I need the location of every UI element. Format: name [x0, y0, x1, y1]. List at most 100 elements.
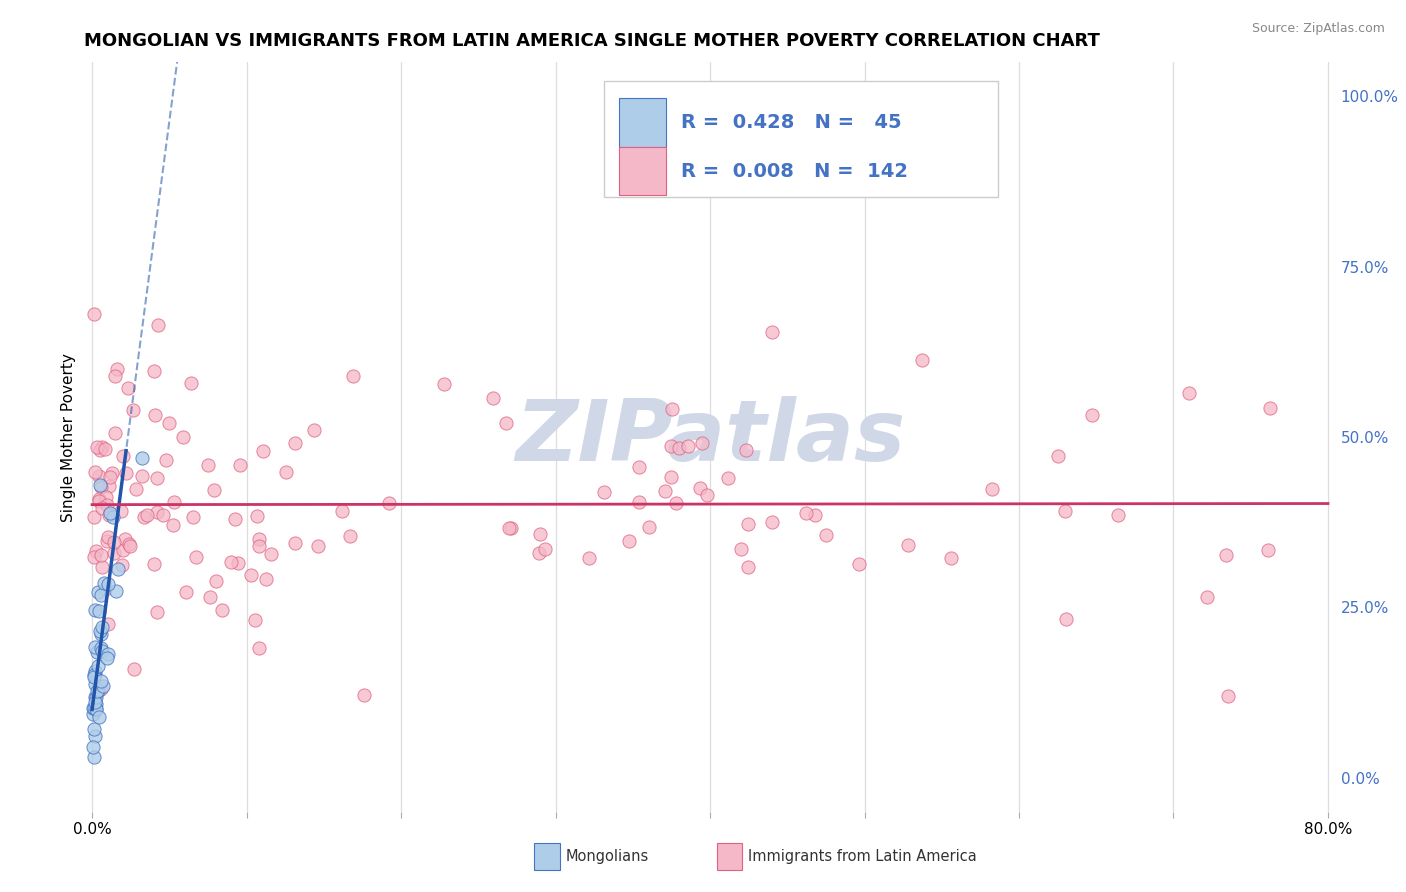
- Point: [814, 528, 837, 542]
- Point: [117, 381, 139, 395]
- Point: [659, 470, 682, 484]
- Point: [125, 483, 148, 497]
- Point: [578, 551, 600, 566]
- Point: [332, 503, 354, 517]
- Point: [529, 526, 551, 541]
- Point: [1257, 542, 1279, 557]
- Point: [498, 521, 520, 535]
- Point: [93, 582, 115, 596]
- Point: [86, 440, 108, 454]
- Point: [122, 662, 145, 676]
- Point: [146, 471, 169, 485]
- Point: [617, 534, 640, 549]
- Point: [197, 458, 219, 473]
- Point: [661, 402, 683, 417]
- Point: [162, 518, 184, 533]
- Point: [93, 679, 115, 693]
- Point: [87, 469, 110, 483]
- Point: [101, 466, 124, 480]
- Point: [495, 416, 517, 430]
- Point: [91, 560, 114, 574]
- Point: [205, 574, 228, 589]
- Point: [89, 604, 111, 618]
- Point: [145, 605, 167, 619]
- Point: [1258, 401, 1281, 416]
- Point: [1215, 548, 1237, 562]
- Point: [339, 529, 361, 543]
- Point: [804, 508, 827, 523]
- Point: [219, 555, 242, 569]
- Point: [84, 544, 107, 558]
- Text: MONGOLIAN VS IMMIGRANTS FROM LATIN AMERICA SINGLE MOTHER POVERTY CORRELATION CHA: MONGOLIAN VS IMMIGRANTS FROM LATIN AMERI…: [84, 32, 1101, 50]
- Bar: [619, 147, 666, 195]
- Point: [83, 509, 105, 524]
- Point: [83, 677, 105, 691]
- Point: [1195, 590, 1218, 604]
- Point: [83, 667, 105, 681]
- Point: [115, 466, 138, 480]
- Point: [101, 510, 124, 524]
- Point: [84, 702, 107, 716]
- Point: [83, 640, 105, 654]
- Point: [353, 688, 375, 702]
- Text: R =  0.008   N =  142: R = 0.008 N = 142: [682, 161, 908, 180]
- Point: [689, 481, 711, 495]
- Point: [98, 506, 121, 520]
- Point: [83, 549, 105, 564]
- Point: [1178, 386, 1201, 401]
- Point: [110, 504, 132, 518]
- Point: [246, 509, 269, 524]
- Point: [83, 668, 105, 682]
- Point: [120, 539, 142, 553]
- Point: [94, 442, 117, 456]
- Point: [87, 683, 110, 698]
- Point: [96, 651, 118, 665]
- Point: [696, 488, 718, 502]
- Point: [690, 436, 713, 450]
- FancyBboxPatch shape: [603, 81, 998, 197]
- Point: [761, 325, 783, 339]
- Point: [90, 640, 112, 655]
- Point: [90, 682, 112, 697]
- Point: [737, 559, 759, 574]
- Point: [627, 495, 650, 509]
- Point: [1107, 508, 1129, 523]
- Point: [122, 403, 145, 417]
- Point: [243, 613, 266, 627]
- Text: ZIPatlas: ZIPatlas: [515, 395, 905, 479]
- Point: [90, 644, 112, 658]
- Point: [132, 509, 155, 524]
- Point: [90, 674, 112, 689]
- Point: [98, 508, 121, 523]
- Bar: [619, 98, 666, 147]
- Point: [146, 505, 169, 519]
- Point: [90, 588, 112, 602]
- Point: [131, 450, 153, 465]
- Point: [84, 702, 107, 716]
- Point: [87, 585, 110, 599]
- Point: [654, 483, 676, 498]
- Point: [84, 694, 107, 708]
- Point: [83, 722, 105, 736]
- Point: [284, 435, 307, 450]
- Point: [247, 540, 270, 554]
- Point: [665, 495, 688, 509]
- Point: [97, 617, 120, 632]
- Point: [1054, 503, 1077, 517]
- Point: [84, 697, 107, 711]
- Point: [93, 576, 115, 591]
- Point: [499, 520, 522, 534]
- Point: [97, 577, 120, 591]
- Point: [668, 441, 690, 455]
- Point: [131, 469, 153, 483]
- Point: [83, 670, 105, 684]
- Point: [112, 543, 135, 558]
- Point: [143, 409, 166, 423]
- Point: [730, 541, 752, 556]
- Point: [87, 492, 110, 507]
- Point: [659, 439, 682, 453]
- Point: [911, 352, 934, 367]
- Point: [260, 547, 283, 561]
- Point: [433, 377, 456, 392]
- Point: [897, 539, 920, 553]
